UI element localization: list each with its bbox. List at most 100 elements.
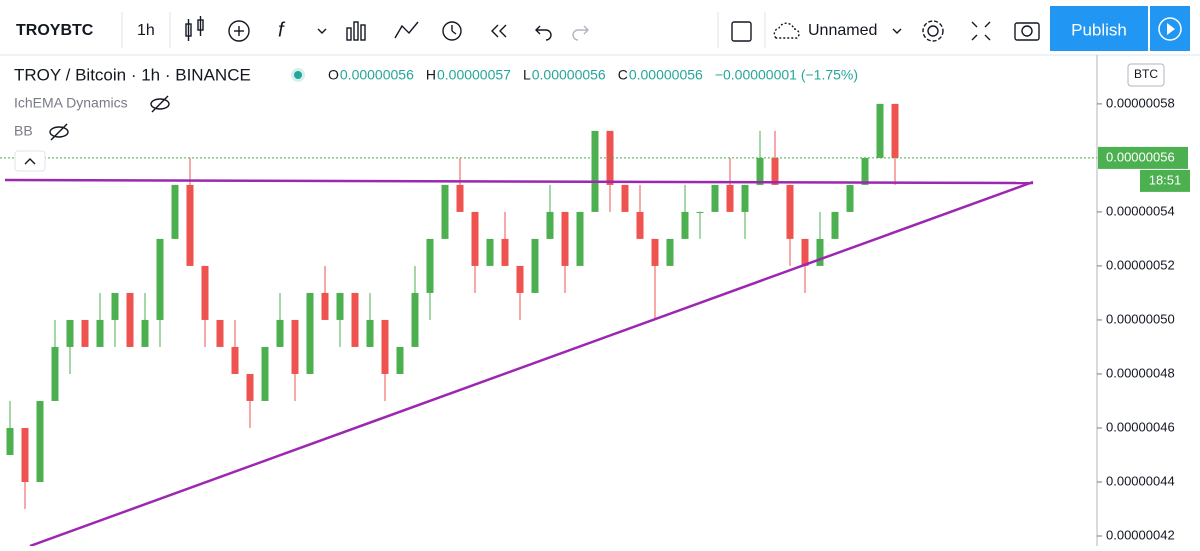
indicator-name[interactable]: BB — [14, 123, 33, 139]
candle-body — [81, 319, 89, 347]
candle-body — [396, 346, 404, 374]
rising-trendline[interactable] — [29, 180, 1034, 548]
candle-body — [201, 265, 209, 320]
candle-body — [801, 238, 809, 266]
candle-body — [666, 238, 674, 266]
candle-body — [246, 373, 254, 401]
candle-body — [471, 211, 479, 266]
candle-body — [216, 319, 224, 347]
candle-body — [816, 238, 824, 266]
legend-title: TROY / Bitcoin · 1h · BINANCE — [14, 65, 251, 84]
candle-body — [771, 157, 779, 185]
candle-body — [696, 211, 704, 213]
y-tick-label: 0.00000042 — [1106, 527, 1175, 542]
candle-body — [516, 265, 524, 293]
candle-body — [591, 130, 599, 212]
candle-body — [831, 211, 839, 239]
candle-body — [891, 103, 899, 158]
toolbar-icons[interactable]: f — [185, 16, 1040, 42]
y-tick-label: 0.00000054 — [1106, 203, 1175, 218]
countdown-box — [1140, 169, 1190, 192]
y-tick-label: 0.00000048 — [1106, 365, 1175, 380]
candle-body — [291, 319, 299, 374]
candle-body — [186, 184, 194, 266]
candle-body — [336, 292, 344, 320]
candle-body — [156, 238, 164, 320]
candle-body — [66, 319, 74, 347]
publish-label[interactable]: Publish — [1071, 20, 1127, 39]
layout-name[interactable]: Unnamed — [808, 22, 877, 39]
last-price-label: 0.00000056 — [1106, 149, 1175, 164]
candle-body — [876, 103, 884, 158]
candle-body — [411, 292, 419, 347]
candle-body — [456, 184, 464, 212]
candle-body — [621, 184, 629, 212]
y-tick-label: 0.00000052 — [1106, 257, 1175, 272]
candle-body — [276, 319, 284, 347]
currency-box[interactable] — [1127, 63, 1165, 87]
candle-body — [231, 346, 239, 374]
svg-text:f: f — [278, 19, 286, 41]
y-tick-label: 0.00000046 — [1106, 419, 1175, 434]
horizontal-trendline[interactable] — [4, 178, 1034, 185]
ohlc-value: 0.00000056 — [629, 67, 703, 83]
candle-body — [756, 157, 764, 185]
ohlc-key: O — [328, 67, 339, 83]
candle-body — [846, 184, 854, 212]
candle-body — [741, 184, 749, 212]
candle-body — [426, 238, 434, 293]
last-price-box — [1098, 146, 1188, 169]
indicator-name[interactable]: IchEMA Dynamics — [14, 95, 128, 111]
candle-body — [351, 292, 359, 347]
ohlc-value: 0.00000056 — [340, 67, 414, 83]
candle-body — [321, 292, 329, 320]
status-dot — [294, 71, 302, 79]
candle-body — [126, 292, 134, 347]
candle-body — [861, 157, 869, 185]
candle-body — [381, 319, 389, 374]
ohlc-value: 0.00000057 — [437, 67, 511, 83]
y-tick-label: 0.00000058 — [1106, 95, 1175, 110]
candle-body — [51, 346, 59, 401]
candle-body — [636, 211, 644, 239]
y-tick-label: 0.00000050 — [1106, 311, 1175, 326]
legend: TROY / Bitcoin · 1h · BINANCE O 0.0000005… — [14, 65, 858, 172]
ohlc-key: L — [523, 67, 531, 83]
candle-body — [711, 184, 719, 212]
play-icon — [1158, 17, 1182, 41]
candle-body — [171, 184, 179, 239]
candle-body — [441, 184, 449, 239]
ohlc-value: 0.00000056 — [532, 67, 606, 83]
candle-body — [21, 427, 29, 482]
publish-button[interactable] — [1050, 6, 1148, 51]
ohlc-key: H — [426, 67, 436, 83]
symbol[interactable]: TROYBTC — [16, 22, 94, 39]
collapse-button[interactable] — [14, 150, 46, 172]
candle-body — [546, 211, 554, 239]
y-tick-label: 0.00000044 — [1106, 473, 1175, 488]
candle-body — [96, 319, 104, 347]
change: −0.00000001 (−1.75%) — [715, 67, 858, 83]
candle-body — [501, 238, 509, 266]
candle-body — [681, 211, 689, 239]
collapse-icon — [24, 158, 36, 165]
candle-body — [111, 292, 119, 320]
candle-body — [531, 238, 539, 293]
play-icon — [1167, 23, 1175, 35]
candle-body — [36, 400, 44, 482]
toolbar: TROYBTC 1h f Unnamed Publish — [0, 0, 1200, 56]
candle-body — [486, 238, 494, 266]
candle-body — [576, 211, 584, 266]
candle-body — [561, 211, 569, 266]
interval[interactable]: 1h — [137, 22, 155, 39]
candle-body — [651, 238, 659, 266]
plot: 0.00000058 0.00000054 0.00000052 0.00000050… — [0, 95, 1190, 542]
hidden-icons[interactable] — [49, 95, 170, 141]
candle-body — [306, 292, 314, 374]
currency: BTC — [1134, 67, 1158, 81]
candle-body — [141, 319, 149, 347]
ohlc-key: C — [618, 67, 628, 83]
candle-body — [6, 427, 14, 455]
